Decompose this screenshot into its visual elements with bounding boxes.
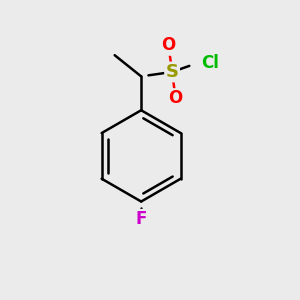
Text: O: O [169, 89, 183, 107]
Text: O: O [161, 37, 176, 55]
Text: F: F [136, 210, 147, 228]
Text: S: S [166, 63, 178, 81]
Text: Cl: Cl [201, 54, 218, 72]
